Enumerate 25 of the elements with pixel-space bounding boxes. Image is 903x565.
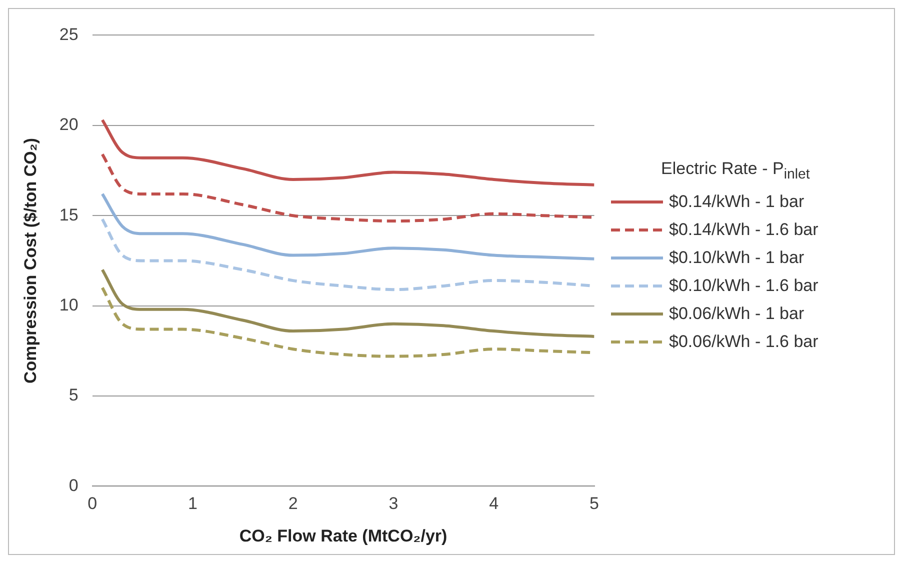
y-tick-label: 0 (68, 476, 78, 495)
legend-label: $0.06/kWh - 1 bar (669, 304, 804, 324)
legend-label: $0.14/kWh - 1.6 bar (669, 220, 818, 240)
legend-label: $0.14/kWh - 1 bar (669, 192, 804, 212)
x-tick-label: 4 (489, 494, 499, 514)
y-tick-label: 20 (59, 115, 78, 134)
line-series (100, 192, 594, 260)
x-tick-label: 3 (388, 494, 398, 514)
legend-label: $0.10/kWh - 1 bar (669, 248, 804, 268)
legend-label: $0.06/kWh - 1.6 bar (669, 332, 818, 352)
line-series (100, 268, 594, 338)
line-series (100, 152, 594, 223)
x-tick-label: 2 (288, 494, 298, 514)
x-tick-label: 0 (88, 494, 98, 514)
y-tick-label: 10 (59, 295, 78, 314)
line-series (100, 118, 594, 186)
x-tick-label: 1 (188, 494, 198, 514)
y-axis-title: Compression Cost ($/ton CO₂) (20, 138, 40, 384)
legend-title: Electric Rate - P$_{inlet}$ (661, 159, 811, 182)
y-tick-label: 15 (59, 205, 78, 224)
x-tick-label: 5 (590, 494, 600, 514)
legend-label: $0.10/kWh - 1.6 bar (669, 276, 818, 296)
x-axis-title: CO₂ Flow Rate (MtCO₂/yr) (239, 526, 448, 546)
y-tick-label: 5 (68, 386, 78, 405)
y-tick-label: 25 (59, 24, 78, 44)
